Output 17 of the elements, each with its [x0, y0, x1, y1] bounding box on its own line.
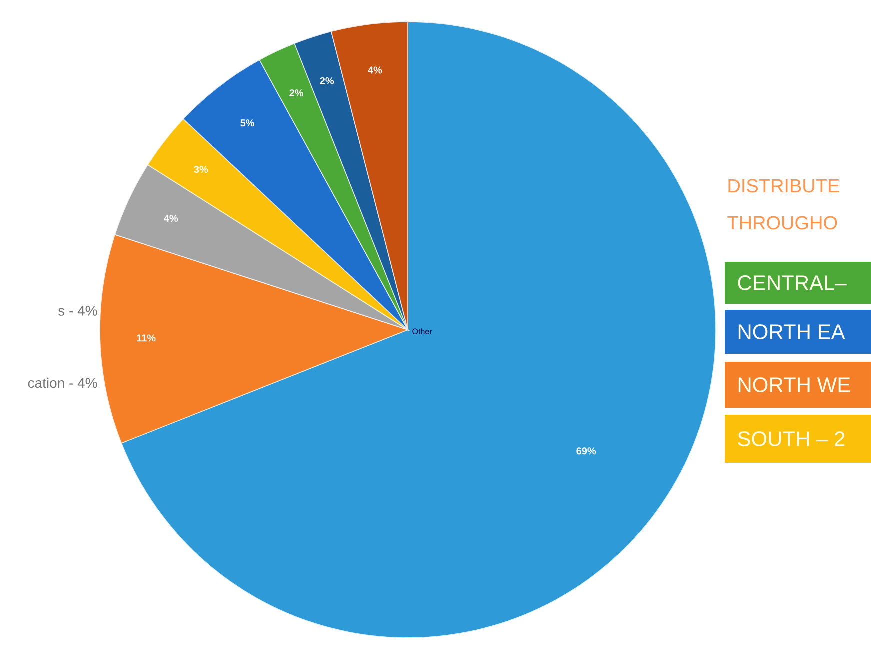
data-label: 4% — [164, 215, 178, 222]
data-label: 2% — [320, 77, 334, 85]
data-label: 69% — [576, 448, 596, 455]
data-label: 4% — [368, 66, 382, 74]
data-label: 2% — [290, 90, 304, 97]
text: NORTH WE — [738, 378, 850, 392]
data-label: 5% — [240, 120, 254, 127]
text: NORTH EA — [738, 324, 846, 340]
data-label: 11% — [137, 334, 156, 342]
data-label: 3% — [194, 166, 208, 174]
text: Other — [412, 328, 432, 334]
text: CENTRAL– — [738, 276, 847, 290]
text: SOUTH – 2 — [738, 432, 845, 446]
text: cation - 4% — [28, 378, 98, 388]
text: THROUGHO — [728, 216, 838, 230]
text: s - 4% — [58, 306, 98, 316]
text: DISTRIBUTE — [728, 179, 840, 193]
